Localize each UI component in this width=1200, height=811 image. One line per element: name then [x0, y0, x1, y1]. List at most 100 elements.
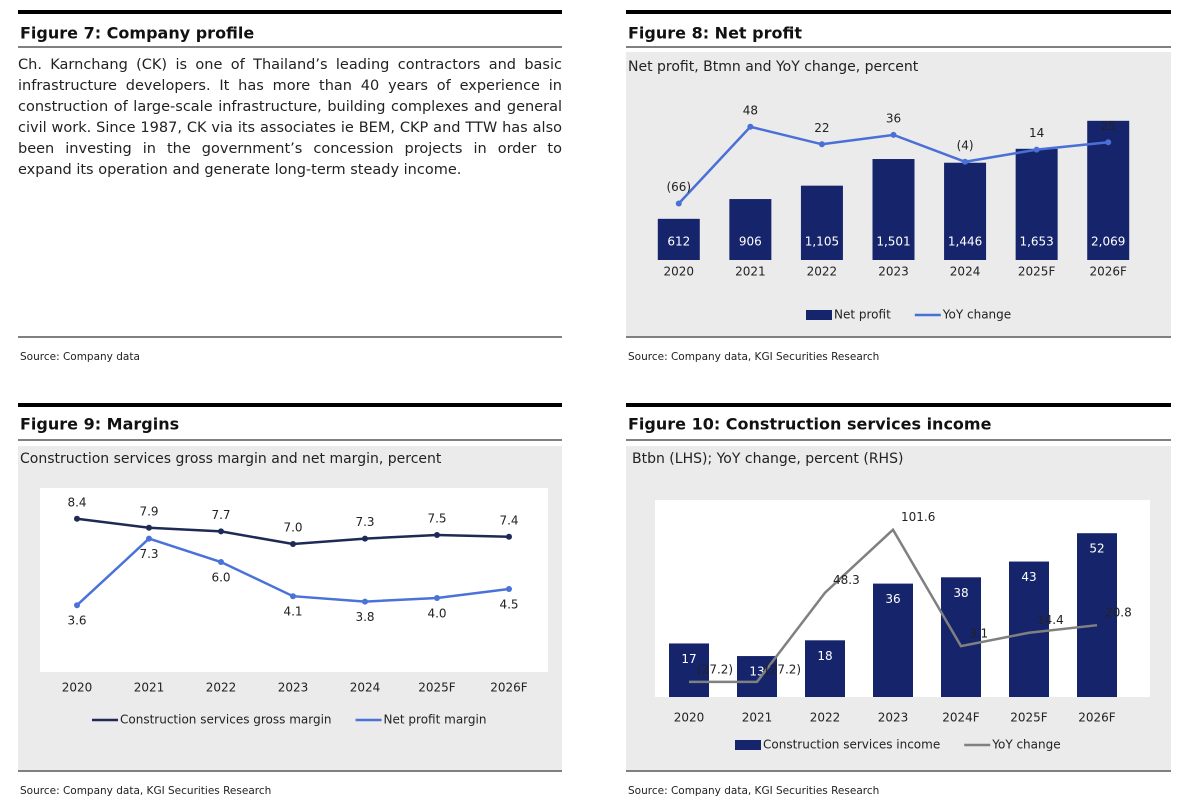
data-label: 7.5 — [427, 512, 446, 526]
rule — [626, 10, 1171, 14]
x-tick-label: 2023 — [278, 681, 309, 695]
data-label: 101.6 — [901, 510, 935, 524]
x-tick-label: 2024 — [950, 265, 981, 279]
bar — [1077, 533, 1117, 697]
data-label: 1,653 — [1019, 235, 1053, 249]
x-tick-label: 2025F — [1018, 265, 1056, 279]
data-label: (27.2) — [765, 662, 801, 676]
bar — [1009, 561, 1049, 697]
legend-swatch — [735, 740, 761, 750]
rule — [626, 403, 1171, 407]
figure-title: Figure 8: Net profit — [628, 24, 802, 43]
chart-subtitle: Net profit, Btmn and YoY change, percent — [628, 59, 919, 75]
x-tick-label: 2022 — [810, 711, 841, 725]
marker — [74, 602, 80, 609]
marker — [506, 586, 512, 592]
marker — [434, 595, 440, 601]
body-text: Ch. Karnchang (CK) is one of Thailand’s … — [18, 57, 562, 178]
data-label: 3.6 — [67, 614, 86, 628]
data-label: 4.0 — [427, 607, 446, 621]
bar — [805, 640, 845, 697]
bar — [657, 218, 700, 260]
x-tick-label: 2022 — [206, 681, 237, 695]
data-label: 612 — [667, 235, 690, 249]
x-tick-label: 2025F — [1010, 711, 1048, 725]
x-tick-label: 2023 — [878, 265, 909, 279]
marker — [747, 123, 754, 130]
x-tick-label: 2022 — [807, 265, 838, 279]
x-tick-label: 2026F — [1089, 265, 1127, 279]
marker — [146, 524, 152, 531]
x-tick-label: 2026F — [1078, 711, 1116, 725]
data-label: 7.3 — [139, 547, 158, 561]
x-tick-label: 2025F — [418, 681, 456, 695]
data-label: 36 — [885, 592, 900, 606]
data-label: 20.8 — [1105, 606, 1132, 620]
bar — [729, 199, 772, 260]
bar — [941, 577, 981, 697]
data-label: 7.9 — [139, 504, 158, 518]
line — [689, 527, 1098, 684]
bar — [872, 159, 915, 260]
bar — [1015, 148, 1058, 260]
source: Source: Company data, KGI Securities Res… — [20, 785, 271, 797]
x-tick-label: 2026F — [490, 681, 528, 695]
figure-title: Figure 10: Construction services income — [628, 415, 992, 434]
data-label: 4.1 — [283, 605, 302, 619]
x-tick-label: 2021 — [735, 265, 766, 279]
data-label: 1,501 — [876, 235, 910, 249]
data-label: 4.5 — [499, 598, 518, 612]
data-label: 17 — [681, 652, 696, 666]
data-label: 8.4 — [67, 495, 86, 509]
marker — [290, 593, 296, 600]
data-label: 48.3 — [833, 573, 860, 587]
source: Source: Company data — [20, 351, 140, 363]
data-label: 18 — [817, 649, 832, 663]
chart-subtitle: Btbn (LHS); YoY change, percent (RHS) — [632, 451, 903, 467]
source: Source: Company data, KGI Securities Res… — [628, 785, 879, 797]
data-label: 52 — [1089, 542, 1104, 556]
data-label: 22 — [814, 121, 829, 135]
data-label: (4) — [957, 138, 974, 152]
data-label: 3.1 — [969, 627, 988, 641]
figure-title: Figure 9: Margins — [20, 415, 179, 434]
marker — [74, 515, 80, 522]
rule — [18, 403, 562, 407]
marker — [146, 535, 152, 542]
figure-title: Figure 7: Company profile — [20, 24, 254, 43]
x-tick-label: 2020 — [62, 681, 93, 695]
marker — [218, 528, 224, 535]
data-label: 1,446 — [948, 235, 982, 249]
x-tick-label: 2020 — [664, 265, 695, 279]
source: Source: Company data, KGI Securities Res… — [628, 351, 879, 363]
data-label: 25 — [1101, 119, 1116, 133]
legend-label: Net profit — [834, 308, 891, 322]
marker — [1033, 146, 1040, 153]
marker — [675, 200, 682, 207]
data-label: 7.3 — [355, 515, 374, 529]
x-tick-label: 2021 — [134, 681, 165, 695]
marker — [434, 532, 440, 538]
bar — [800, 185, 843, 260]
data-label: (27.2) — [697, 662, 733, 676]
marker — [362, 598, 368, 605]
data-label: 36 — [886, 111, 901, 125]
bar — [669, 643, 709, 697]
data-label: 14.4 — [1037, 613, 1064, 627]
data-label: 906 — [739, 235, 762, 249]
x-tick-label: 2021 — [742, 711, 773, 725]
data-label: 1,105 — [805, 235, 839, 249]
legend-label: Construction services income — [763, 738, 940, 752]
legend-swatch — [806, 310, 832, 320]
chart-subtitle: Construction services gross margin and n… — [20, 451, 442, 467]
marker — [290, 541, 296, 547]
marker — [218, 559, 224, 565]
data-label: 7.7 — [211, 508, 230, 522]
marker — [1105, 139, 1112, 146]
data-label: 14 — [1029, 126, 1044, 140]
legend-label: Net profit margin — [384, 713, 487, 727]
data-label: 7.0 — [283, 521, 302, 535]
plot-area — [40, 488, 548, 672]
